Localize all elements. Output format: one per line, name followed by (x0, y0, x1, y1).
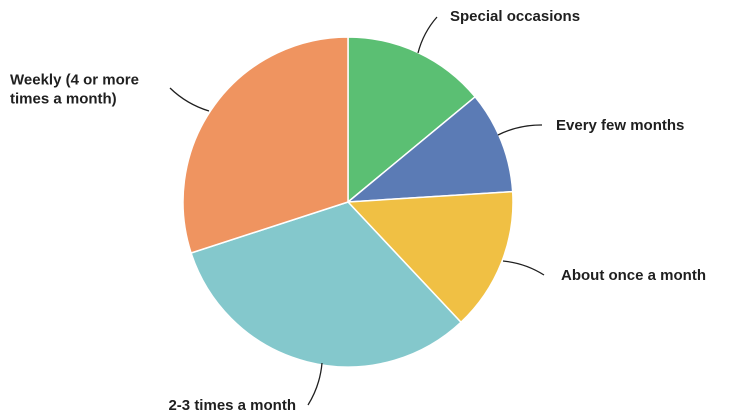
slice-label-line: About once a month (561, 267, 706, 284)
leader-line-every-few-months (497, 124, 543, 136)
slice-label-line: 2-3 times a month (168, 397, 296, 414)
leader-line-2-3-times-a-month (307, 362, 323, 406)
slice-label-line: times a month) (10, 91, 117, 108)
slice-label-special-occasions: Special occasions (450, 8, 580, 25)
pie-slice-weekly-4-or-more-times-a-month[interactable] (182, 36, 349, 254)
pie-slice-every-few-months[interactable] (347, 96, 514, 203)
leader-line-special-occasions (417, 16, 438, 54)
pie-slice-about-once-a-month[interactable] (347, 190, 514, 324)
slice-label-line: Special occasions (450, 8, 580, 25)
leader-lines-layer (169, 16, 545, 406)
slice-label-2-3-times-a-month: 2-3 times a month (168, 397, 296, 414)
slice-label-every-few-months: Every few months (556, 117, 684, 134)
leader-line-weekly-4-or-more-times-a-month (169, 87, 210, 112)
slice-label-line: Every few months (556, 117, 684, 134)
slice-label-weekly-4-or-more-times-a-month: Weekly (4 or more times a month) (10, 72, 139, 108)
slice-label-about-once-a-month: About once a month (561, 267, 706, 284)
pie-slice-2-3-times-a-month[interactable] (190, 201, 462, 368)
slice-label-line: Weekly (4 or more (10, 72, 139, 89)
leader-line-about-once-a-month (502, 260, 545, 276)
labels-layer: Special occasions Every few months About o… (10, 8, 706, 414)
slices-layer (182, 36, 514, 368)
